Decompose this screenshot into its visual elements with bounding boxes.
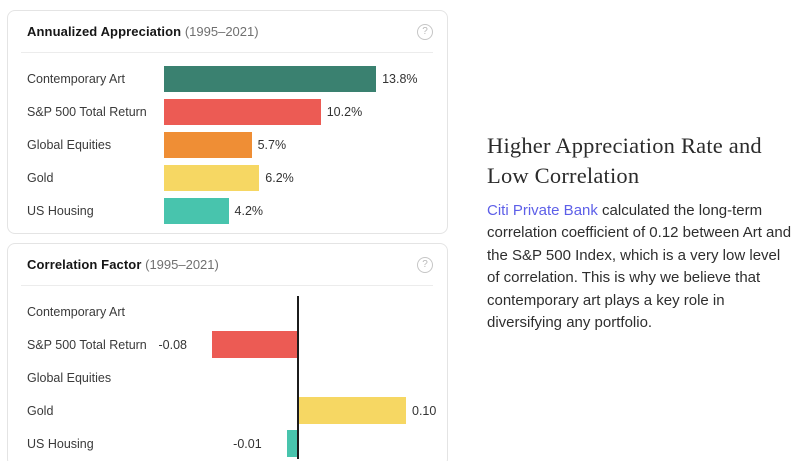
plot-area: 13.8% xyxy=(164,62,433,95)
chart-row-us-housing: US Housing -0.01 xyxy=(27,427,433,460)
value-label: 0.10 xyxy=(412,403,437,418)
chart-row-s-p-500-total-return: S&P 500 Total Return -0.08 xyxy=(27,328,433,361)
card-title-wrap: Correlation Factor (1995–2021) xyxy=(27,256,219,274)
category-label: Gold xyxy=(27,170,54,185)
plot-area: 5.7% xyxy=(164,128,433,161)
category-label: US Housing xyxy=(27,436,94,451)
plot-area: 10.2% xyxy=(164,95,433,128)
bar-contemporary-art[interactable] xyxy=(164,65,377,92)
bar-us-housing[interactable] xyxy=(164,197,229,224)
plot-area: 4.2% xyxy=(164,194,433,227)
correlation-bar-chart: Contemporary Art S&P 500 Total Return -0.0… xyxy=(21,295,437,460)
card-title: Annualized Appreciation xyxy=(27,24,182,39)
chart-row-s-p-500-total-return: S&P 500 Total Return 10.2% xyxy=(27,95,433,128)
bar-us-housing[interactable] xyxy=(286,430,298,457)
category-label: US Housing xyxy=(27,203,94,218)
card-header: Correlation Factor (1995–2021) ? xyxy=(21,254,433,276)
plot-area: 6.2% xyxy=(164,161,433,194)
category-label: Global Equities xyxy=(27,370,112,385)
category-label: Global Equities xyxy=(27,137,112,152)
value-label: 13.8% xyxy=(382,71,418,86)
help-icon[interactable]: ? xyxy=(417,257,433,273)
header-divider xyxy=(21,52,433,53)
bar-s-p-500-total-return[interactable] xyxy=(164,98,321,125)
category-label: Contemporary Art xyxy=(27,304,125,319)
chart-row-gold: Gold 0.10 xyxy=(27,394,437,427)
plot-area xyxy=(164,361,433,394)
card-header: Annualized Appreciation (1995–2021) ? xyxy=(21,21,433,43)
plot-area xyxy=(164,295,433,328)
value-label: -0.01 xyxy=(233,436,262,451)
chart-row-global-equities: Global Equities 5.7% xyxy=(27,128,433,161)
article-body: Citi Private Bank calculated the long-te… xyxy=(487,200,793,334)
bar-s-p-500-total-return[interactable] xyxy=(212,331,298,358)
help-icon[interactable]: ? xyxy=(417,24,433,40)
citi-private-bank-link[interactable]: Citi Private Bank xyxy=(487,202,598,219)
category-label: Contemporary Art xyxy=(27,71,125,86)
card-title: Correlation Factor xyxy=(27,257,142,272)
plot-area: -0.08 xyxy=(159,328,433,361)
value-label: -0.08 xyxy=(158,337,188,352)
chart-row-us-housing: US Housing 4.2% xyxy=(27,194,433,227)
bar-gold[interactable] xyxy=(299,397,406,424)
appreciation-bar-chart: Contemporary Art 13.8% S&P 500 Total Retur… xyxy=(21,62,433,227)
chart-row-contemporary-art: Contemporary Art 13.8% xyxy=(27,62,433,95)
chart-row-contemporary-art: Contemporary Art xyxy=(27,295,433,328)
value-label: 10.2% xyxy=(326,104,363,119)
bar-gold[interactable] xyxy=(164,164,260,191)
header-divider xyxy=(21,285,433,286)
category-label: S&P 500 Total Return xyxy=(27,104,147,119)
chart-row-gold: Gold 6.2% xyxy=(27,161,433,194)
card-subtitle: (1995–2021) xyxy=(184,24,259,39)
correlation-factor-card: Correlation Factor (1995–2021) ? Contemp… xyxy=(7,243,448,461)
article-heading: Higher Appreciation Rate and Low Correla… xyxy=(487,133,762,188)
bar-global-equities[interactable] xyxy=(164,131,252,158)
plot-area: 0.10 xyxy=(164,394,437,427)
plot-area: -0.01 xyxy=(164,427,433,460)
annualized-appreciation-card: Annualized Appreciation (1995–2021) ? Co… xyxy=(7,10,448,234)
value-label: 6.2% xyxy=(265,170,294,185)
value-label: 4.2% xyxy=(234,203,264,218)
value-label: 5.7% xyxy=(257,137,287,152)
article-column: Higher Appreciation Rate and Low Correla… xyxy=(487,131,793,334)
chart-row-global-equities: Global Equities xyxy=(27,361,433,394)
charts-column: Annualized Appreciation (1995–2021) ? Co… xyxy=(7,10,448,461)
card-title-wrap: Annualized Appreciation (1995–2021) xyxy=(27,23,259,41)
card-subtitle: (1995–2021) xyxy=(145,257,219,272)
article-body-text: calculated the long-term correlation coe… xyxy=(487,202,792,332)
zero-axis-line xyxy=(297,296,300,459)
category-label: Gold xyxy=(27,403,54,418)
category-label: S&P 500 Total Return xyxy=(27,337,147,352)
